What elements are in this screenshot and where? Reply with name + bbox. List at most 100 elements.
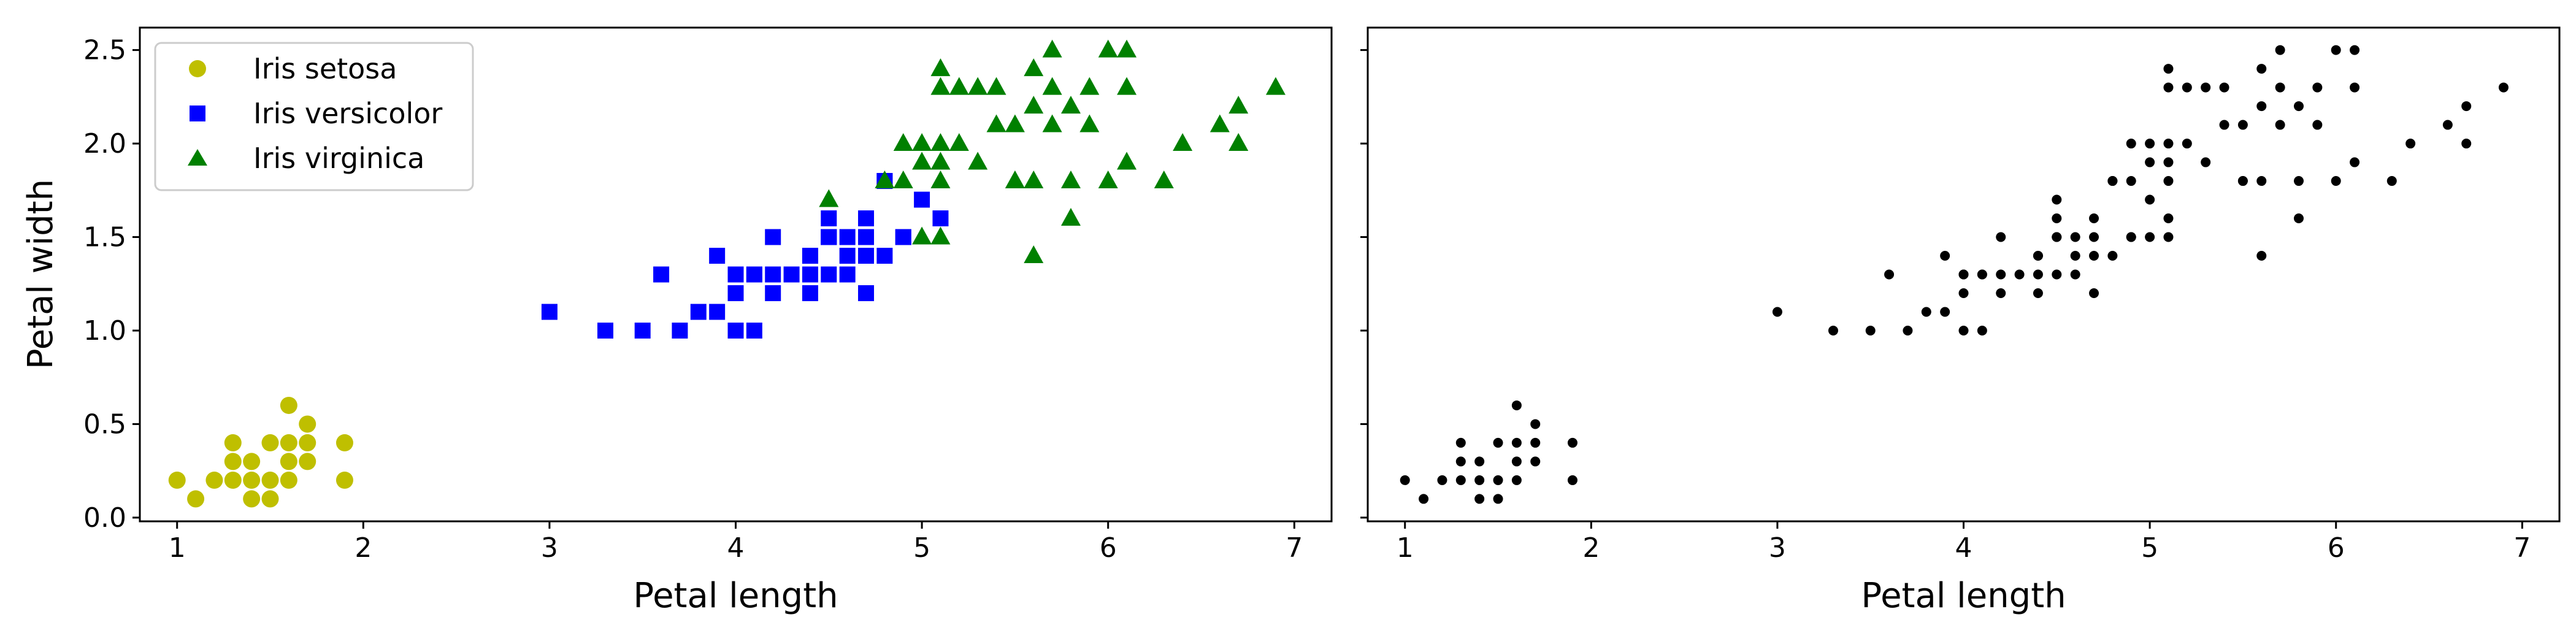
x-tick-label-right: 2: [1582, 532, 1600, 564]
data-point: [2163, 82, 2174, 93]
x-tick-label-right: 1: [1397, 532, 1414, 564]
data-point: [2275, 120, 2285, 130]
data-point: [2442, 120, 2453, 130]
x-tick-label-left: 3: [541, 532, 558, 564]
data-point: [1437, 475, 1447, 485]
x-tick-label-right: 7: [2513, 532, 2531, 564]
data-point: [2293, 213, 2304, 224]
data-point-setosa: [261, 471, 279, 489]
data-point: [1455, 437, 1466, 448]
data-point: [2070, 251, 2080, 261]
data-point-setosa: [205, 471, 223, 489]
data-point-virginica: [1024, 96, 1044, 114]
data-point: [2312, 120, 2323, 130]
data-point-virginica: [968, 77, 988, 95]
data-point: [2237, 120, 2248, 130]
data-point-versicolor: [727, 285, 744, 301]
data-point: [2126, 232, 2136, 242]
data-point: [1828, 325, 1838, 335]
data-point-versicolor: [858, 229, 875, 245]
data-point-virginica: [1117, 151, 1137, 170]
data-point: [2461, 101, 2472, 112]
data-point: [2033, 288, 2043, 298]
data-point: [2331, 45, 2341, 55]
data-point: [1996, 232, 2006, 242]
data-point-setosa: [280, 434, 297, 451]
data-point: [2089, 288, 2099, 298]
data-point: [2163, 176, 2174, 186]
data-point: [2145, 139, 2155, 149]
data-point: [2350, 45, 2360, 55]
x-tick-label-left: 4: [727, 532, 745, 564]
data-point: [2182, 139, 2192, 149]
data-point-setosa: [299, 434, 316, 451]
data-point: [2052, 194, 2062, 205]
data-point-setosa: [224, 471, 242, 489]
data-point-virginica: [912, 133, 932, 151]
data-point-virginica: [930, 151, 951, 170]
data-point-virginica: [930, 77, 951, 95]
data-point: [2201, 157, 2211, 167]
data-point-versicolor: [895, 229, 911, 245]
data-point-setosa: [168, 471, 186, 489]
data-point: [2275, 82, 2285, 93]
data-point-virginica: [930, 226, 951, 245]
data-point: [2126, 139, 2136, 149]
data-point: [2293, 176, 2304, 186]
data-point-setosa: [280, 396, 297, 414]
data-point-versicolor: [858, 210, 875, 227]
data-point-versicolor: [821, 210, 837, 227]
data-point-setosa: [224, 453, 242, 470]
data-point-virginica: [893, 171, 913, 189]
data-point-setosa: [280, 453, 297, 470]
x-tick-label-right: 5: [2141, 532, 2158, 564]
data-point: [1419, 494, 1429, 504]
data-point: [2033, 251, 2043, 261]
data-point: [2275, 45, 2285, 55]
data-point: [1996, 269, 2006, 280]
data-point: [2089, 232, 2099, 242]
data-point: [1958, 325, 1969, 335]
data-point: [2256, 251, 2267, 261]
x-axis-title-left: Petal length: [633, 576, 838, 616]
legend: Iris setosa Iris versicolor Iris virgini…: [154, 42, 474, 191]
data-point-virginica: [1229, 96, 1249, 114]
data-point-virginica: [930, 58, 951, 77]
data-point-virginica: [1265, 77, 1286, 95]
data-point: [1940, 251, 1950, 261]
data-point: [1940, 307, 1950, 317]
legend-marker-setosa: [189, 60, 206, 77]
data-point-virginica: [1042, 39, 1062, 58]
data-point-versicolor: [709, 304, 726, 320]
data-point: [2163, 157, 2174, 167]
data-point-versicolor: [690, 304, 707, 320]
data-point-virginica: [875, 171, 895, 189]
data-point-versicolor: [541, 304, 558, 320]
data-point: [2089, 251, 2099, 261]
data-point: [1772, 307, 1782, 317]
data-point: [1996, 288, 2006, 298]
data-point: [1977, 269, 1987, 280]
data-point-virginica: [949, 133, 969, 151]
data-point: [2163, 64, 2174, 74]
data-point: [1493, 494, 1503, 504]
x-tick-label-left: 7: [1286, 532, 1303, 564]
y-tick-label-left: 0.5: [83, 408, 126, 440]
data-point-virginica: [893, 133, 913, 151]
data-point-setosa: [280, 471, 297, 489]
y-tick-label-left: 2.0: [83, 128, 126, 159]
plot-frame-left: [139, 26, 1333, 523]
data-point: [1530, 419, 1541, 429]
data-point-versicolor: [932, 210, 949, 227]
x-tick-label-right: 3: [1769, 532, 1786, 564]
data-point-virginica: [1005, 114, 1025, 132]
data-point-virginica: [1042, 77, 1062, 95]
y-tick-label-left: 1.5: [83, 222, 126, 253]
data-point-versicolor: [653, 266, 670, 283]
data-point-virginica: [1154, 171, 1174, 189]
data-point-versicolor: [839, 229, 856, 245]
data-point-virginica: [1024, 58, 1044, 77]
data-point: [1958, 269, 1969, 280]
data-point: [1865, 325, 1876, 335]
data-point: [2014, 269, 2025, 280]
